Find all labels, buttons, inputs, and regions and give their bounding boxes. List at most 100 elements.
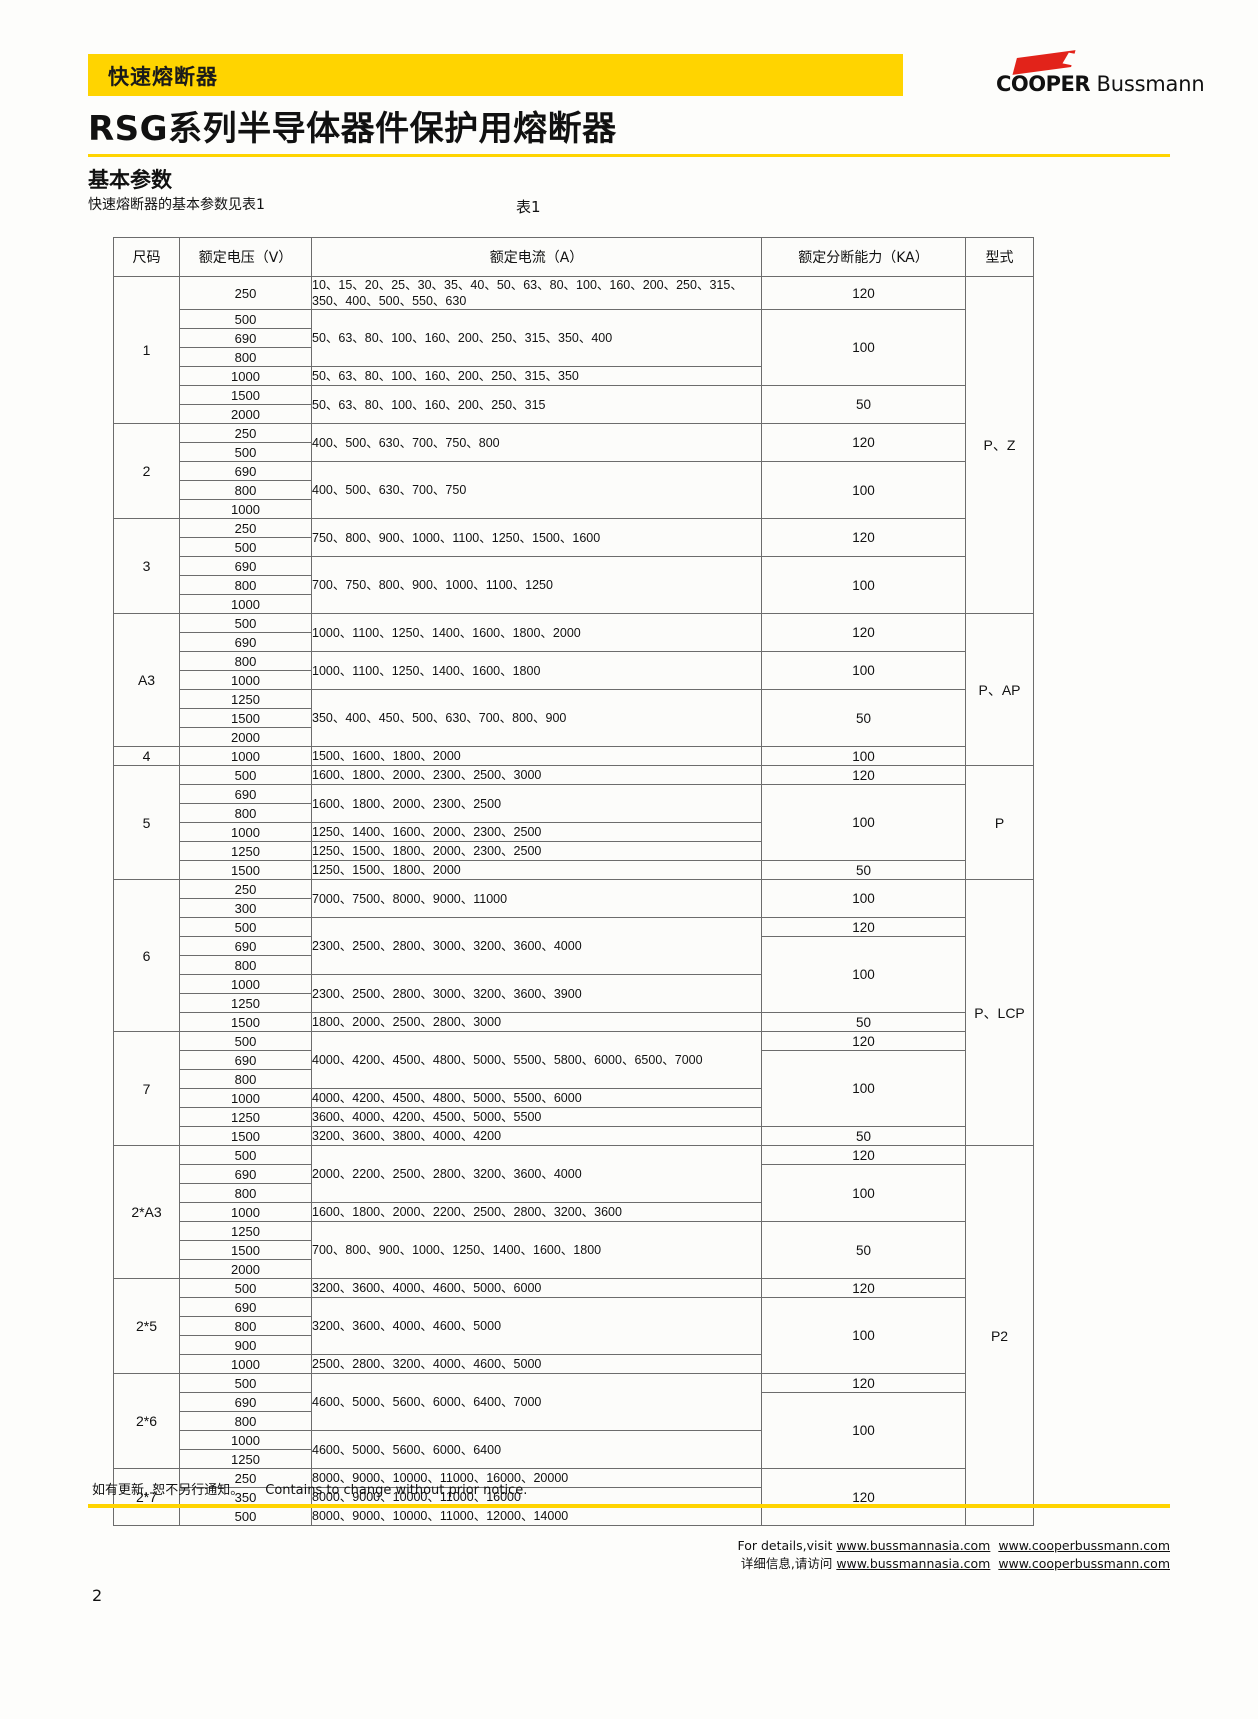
table-row: 2000 (114, 1259, 1034, 1279)
footer-yellow-rule (88, 1504, 1170, 1508)
table-row: A3 500 1000、1100、1250、1400、1600、1800、2000 1… (113, 613, 1034, 766)
cell-current: 8000、9000、10000、11000、16000、20000 (311, 1468, 762, 1488)
cell-voltage: 500 (179, 537, 312, 557)
cell-voltage: 1250 (179, 993, 312, 1013)
footer-note-cn: 如有更新, 恕不另行通知。 (92, 1483, 244, 1498)
cell-breaking-capacity: 120 (761, 276, 966, 310)
cell-breaking-capacity: 120 (761, 1031, 966, 1051)
footer-link-bussmannasia-cn[interactable]: www.bussmannasia.com (836, 1556, 991, 1572)
cell-current: 50、63、80、100、160、200、250、315、350 (311, 366, 762, 386)
cell-voltage: 800 (179, 575, 312, 595)
cell-breaking-capacity: 100 (761, 936, 966, 1013)
cell-breaking-capacity: 50 (761, 689, 966, 747)
cell-current: 8000、9000、10000、11000、12000、14000 (311, 1506, 762, 1526)
table-row: 1250 (114, 993, 1034, 1013)
footer-link-bussmannasia-en[interactable]: www.bussmannasia.com (836, 1538, 991, 1553)
cell-current: 4600、5000、5600、6000、6400 (311, 1430, 762, 1469)
title-underline (88, 154, 1170, 157)
table-row: 2000 (114, 727, 1034, 747)
cell-current: 400、500、630、700、750 (311, 461, 762, 519)
cell-size: 2 (113, 423, 180, 519)
cell-voltage: 690 (179, 1392, 312, 1412)
cell-voltage: 1500 (179, 860, 312, 880)
cell-current: 3200、3600、4000、4600、5000 (311, 1297, 762, 1355)
footer-links-en-prefix: For details,visit (737, 1538, 837, 1553)
table-row: 7 500 4000、4200、4500、4800、5000、5500、5800、6… (113, 1031, 1034, 1146)
cell-voltage: 500 (179, 1506, 312, 1526)
cell-voltage: 800 (179, 480, 312, 500)
table-row: 1000 2500、2800、3200、4000、4600、5000 (114, 1354, 1034, 1374)
cell-voltage: 800 (179, 1183, 312, 1203)
cell-voltage: 500 (179, 1031, 312, 1051)
cell-breaking-capacity: 50 (761, 1221, 966, 1279)
cell-voltage: 900 (179, 1335, 312, 1355)
cell-voltage: 2000 (179, 727, 312, 747)
cell-voltage: 1000 (179, 1430, 312, 1450)
cell-voltage: 690 (179, 328, 312, 348)
table-row: 1500 3200、3600、3800、4000、4200 50 (114, 1126, 1034, 1146)
cell-current: 1800、2000、2500、2800、3000 (311, 1012, 762, 1032)
cell-voltage: 690 (179, 1297, 312, 1317)
cell-breaking-capacity: 120 (761, 765, 966, 785)
cell-size: 2*A3 (113, 1145, 180, 1279)
header-yellow-bar: 快速熔断器 (88, 54, 903, 96)
table-row: 1000 1250、1400、1600、2000、2300、2500 (114, 822, 1034, 842)
cell-size: 4 (113, 746, 180, 766)
cell-breaking-capacity: 100 (761, 1164, 966, 1222)
cell-voltage: 250 (179, 276, 312, 310)
footer-link-cooperbussmann-cn[interactable]: www.cooperbussmann.com (998, 1556, 1170, 1572)
cell-voltage: 800 (179, 803, 312, 823)
cell-voltage: 690 (179, 1164, 312, 1184)
table-row: 2*A3 500 2000、2200、2500、2800、3200、3600、400… (113, 1145, 1034, 1526)
cell-current: 10、15、20、25、30、35、40、50、63、80、100、160、20… (311, 276, 762, 310)
table-row: 800 (114, 347, 1034, 367)
cell-current: 4000、4200、4500、4800、5000、5500、6000 (311, 1088, 762, 1108)
table-row: 1000 2300、2500、2800、3000、3200、3600、3900 (114, 974, 1034, 1013)
table-row: 690 (114, 328, 1034, 348)
cell-voltage: 1250 (179, 1449, 312, 1469)
cell-size: 3 (113, 518, 180, 614)
cell-type: P、AP (965, 613, 1034, 766)
cell-breaking-capacity: 100 (761, 746, 966, 766)
cell-current: 7000、7500、8000、9000、11000 (311, 879, 762, 918)
table-row: 2*6 500 4600、5000、5600、6000、6400、7000 120 (113, 1373, 1034, 1469)
cell-current: 700、750、800、900、1000、1100、1250 (311, 556, 762, 614)
table-row: 3 250 750、800、900、1000、1100、1250、1500、1600… (113, 518, 1034, 614)
table-row: 500 (114, 442, 1034, 462)
table-row: 500 2300、2500、2800、3000、3200、3600、4000 120 (114, 917, 1034, 975)
col-header-current: 额定电流（A） (311, 237, 762, 277)
cell-size: A3 (113, 613, 180, 747)
section-subtitle: 快速熔断器的基本参数见表1 (88, 197, 265, 213)
cell-current: 1250、1500、1800、2000、2300、2500 (311, 841, 762, 861)
table-row: 1500 1800、2000、2500、2800、3000 50 (114, 1012, 1034, 1032)
cell-current: 2300、2500、2800、3000、3200、3600、3900 (311, 974, 762, 1013)
cell-type: P (965, 765, 1034, 880)
cell-breaking-capacity: 120 (761, 1145, 966, 1165)
section-title: 基本参数 (88, 168, 172, 192)
table-row: 800 (114, 1183, 1034, 1203)
logo-cooper-text: COOPER (996, 72, 1091, 96)
cell-voltage: 1250 (179, 689, 312, 709)
table-row: 1000 4600、5000、5600、6000、6400 (114, 1430, 1034, 1469)
table-row: 900 (114, 1335, 1034, 1355)
cell-voltage: 2000 (179, 1259, 312, 1279)
spec-table-wrapper: 尺码 额定电压（V） 额定电流（A） 额定分断能力（KA） 型式 1 250 10、… (113, 237, 1034, 1526)
footer-note: 如有更新, 恕不另行通知。 Contains to change without … (92, 1479, 527, 1498)
page-number: 2 (92, 1586, 103, 1605)
cell-breaking-capacity: 100 (761, 1392, 966, 1469)
cell-breaking-capacity: 120 (761, 917, 966, 937)
table-row: 5 500 1600、1800、2000、2300、2500、3000 120 P (113, 765, 1034, 880)
cell-current: 1250、1500、1800、2000 (311, 860, 762, 880)
cell-breaking-capacity: 120 (761, 518, 966, 557)
col-header-voltage: 额定电压（V） (179, 237, 312, 277)
cell-voltage: 1500 (179, 385, 312, 405)
table-row: 690 1600、1800、2000、2300、2500 100 (114, 784, 1034, 861)
cell-voltage: 690 (179, 461, 312, 481)
cell-current: 3200、3600、4000、4600、5000、6000 (311, 1278, 762, 1298)
cell-voltage: 1000 (179, 746, 312, 766)
table-row: 2*5 500 3200、3600、4000、4600、5000、6000 120 (113, 1278, 1034, 1374)
cell-size: 2*6 (113, 1373, 180, 1469)
footer-link-cooperbussmann-en[interactable]: www.cooperbussmann.com (998, 1538, 1170, 1553)
cell-voltage: 800 (179, 347, 312, 367)
cell-voltage: 1000 (179, 366, 312, 386)
